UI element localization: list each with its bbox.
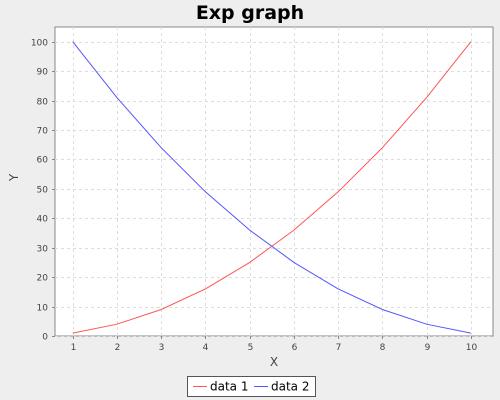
x-tick-label: 6	[292, 343, 298, 353]
y-tick-label: 0	[42, 333, 48, 343]
x-tick-label: 2	[115, 343, 121, 353]
x-tick-label: 8	[380, 343, 386, 353]
y-tick-label: 80	[37, 98, 49, 108]
legend: data 1 data 2	[187, 376, 316, 397]
x-tick-label: 3	[159, 343, 165, 353]
x-tick-label: 10	[466, 343, 478, 353]
x-tick-label: 4	[203, 343, 209, 353]
y-tick-label: 40	[37, 215, 49, 225]
y-tick-label: 100	[31, 39, 48, 49]
y-tick-label: 70	[37, 127, 49, 137]
grid	[55, 27, 493, 337]
plot-area	[54, 26, 494, 337]
x-axis-title: X	[270, 355, 278, 369]
chart-title: Exp graph	[195, 2, 305, 24]
series	[72, 41, 472, 334]
legend-box	[187, 376, 316, 397]
y-tick-label: 60	[37, 156, 49, 166]
x-tick-label: 9	[425, 343, 431, 353]
y-axis-title: Y	[7, 173, 21, 182]
legend-label: data 1	[210, 380, 248, 394]
y-tick-label: 50	[37, 186, 49, 196]
y-tick-label: 90	[37, 68, 49, 78]
x-tick-label: 7	[336, 343, 342, 353]
legend-label: data 2	[271, 380, 309, 394]
y-tick-label: 10	[37, 304, 49, 314]
series-line	[72, 41, 471, 334]
x-tick-label: 5	[248, 343, 254, 353]
y-tick-label: 20	[37, 274, 49, 284]
y-tick-label: 30	[37, 245, 49, 255]
x-tick-label: 1	[71, 343, 77, 353]
